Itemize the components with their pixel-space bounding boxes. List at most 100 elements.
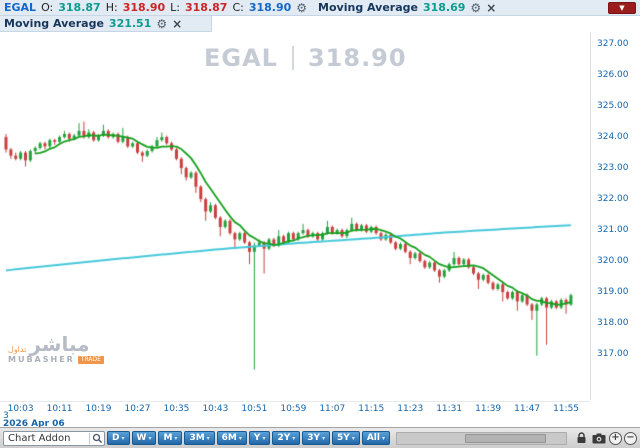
price-axis-label: 327.00: [597, 39, 629, 50]
price-axis-label: 320.00: [597, 256, 629, 267]
time-axis-label: 11:31: [436, 404, 463, 414]
price-axis-label: 322.00: [597, 194, 629, 205]
time-axis-label: 10:35: [163, 404, 190, 414]
price-axis-label: 319.00: [597, 287, 629, 298]
lock-icon[interactable]: [573, 430, 589, 446]
time-axis-label: 10:27: [124, 404, 151, 414]
range-button-label: 6M: [221, 433, 237, 443]
time-axis-label: 11:39: [475, 404, 502, 414]
ma2-gear-icon[interactable]: ⚙: [156, 16, 168, 31]
ma2-value: 321.51: [108, 17, 152, 30]
time-axis-label: 10:51: [241, 404, 268, 414]
zoom-in-button[interactable]: +: [609, 431, 622, 445]
close-value: 318.90: [248, 1, 292, 14]
camera-icon[interactable]: [591, 430, 607, 446]
zoom-out-button[interactable]: −: [624, 431, 637, 445]
price-axis[interactable]: 327.00 326.00 325.00 324.00 323.00 322.00 321.…: [590, 32, 640, 400]
time-axis-label: 10:43: [202, 404, 229, 414]
range-button-label: W: [136, 433, 147, 443]
price-legend-bar: EGAL O: 318.87 H: 318.90 L: 318.87 C: 31…: [0, 0, 640, 16]
open-value: 318.87: [58, 1, 101, 14]
time-axis-label: 11:07: [319, 404, 346, 414]
chevron-down-icon: ▾: [351, 434, 355, 442]
price-series-gear-icon[interactable]: ⚙: [296, 0, 308, 15]
range-button-all[interactable]: All ▾: [361, 431, 390, 445]
chevron-down-icon: ▾: [121, 434, 125, 442]
price-axis-label: 324.00: [597, 132, 629, 143]
date-axis-label: 3 2026 Apr 06: [3, 411, 65, 429]
chevron-down-icon: ▾: [174, 434, 178, 442]
range-button-label: Y: [253, 433, 261, 443]
price-axis-label: 323.00: [597, 163, 629, 174]
caret-down-icon: ▼: [619, 4, 625, 12]
time-axis-label: 11:23: [397, 404, 424, 414]
range-button-3m[interactable]: 3M ▾: [184, 431, 215, 445]
logo-latin: MUBASHER: [8, 355, 75, 364]
range-button-m[interactable]: M ▾: [158, 431, 183, 445]
range-button-label: 2Y: [277, 433, 291, 443]
logo-arabic-main: مباشر: [29, 332, 90, 356]
time-axis-label: 10:11: [46, 404, 73, 414]
plus-icon: +: [611, 432, 620, 443]
range-button-label: M: [163, 433, 173, 443]
search-icon: [90, 431, 104, 445]
chevron-down-icon: ▾: [206, 434, 210, 442]
high-label: H:: [105, 1, 118, 14]
time-axis-label: 11:47: [514, 404, 541, 414]
range-button-3y[interactable]: 3Y ▾: [302, 431, 331, 445]
addon-divider: [89, 432, 90, 444]
chevron-down-icon: ▾: [262, 434, 266, 442]
logo-arabic-small: تداول: [8, 345, 27, 354]
chart-scrollbar[interactable]: [396, 431, 567, 445]
time-axis[interactable]: 10:03 10:11 10:19 10:27 10:35 10:43 10:51 10:59…: [0, 401, 590, 414]
date-line1: 3: [3, 411, 9, 421]
low-value: 318.87: [184, 1, 228, 14]
chart-addon-combobox[interactable]: Chart Addon: [3, 430, 105, 446]
range-button-label: 3Y: [307, 433, 321, 443]
mubasher-logo: تداول مباشر MUBASHER TRADE: [8, 334, 104, 364]
chevron-down-icon: ▾: [322, 434, 326, 442]
range-button-5y[interactable]: 5Y ▾: [332, 431, 360, 445]
price-axis-label: 317.00: [597, 349, 629, 360]
chart-menu-button[interactable]: ▼: [608, 2, 636, 14]
indicator-legend-bar: Moving Average 321.51 ⚙ ×: [0, 16, 212, 32]
high-value: 318.90: [122, 1, 166, 14]
chart-addon-label: Chart Addon: [8, 432, 71, 444]
date-line2: 2026 Apr 06: [3, 419, 65, 429]
range-button-label: D: [112, 433, 120, 443]
chart-scrollbar-thumb[interactable]: [464, 433, 546, 443]
time-axis-label: 10:19: [85, 404, 112, 414]
ma2-name: Moving Average: [4, 17, 104, 30]
close-label: C:: [232, 1, 244, 14]
open-label: O:: [41, 1, 54, 14]
range-button-w[interactable]: W ▾: [131, 431, 157, 445]
low-label: L:: [170, 1, 180, 14]
ma1-name: Moving Average: [318, 1, 418, 14]
time-axis-label: 10:03: [7, 404, 34, 414]
bottom-toolbar: Chart Addon D ▾ W ▾ M ▾ 3M ▾ 6M ▾ Y ▾ 2Y ▾ 3Y ▾ 5Y ▾ All ▾ …: [0, 427, 640, 448]
time-axis-label: 10:59: [280, 404, 307, 414]
price-chart-canvas[interactable]: [0, 32, 588, 400]
price-axis-label: 318.00: [597, 318, 629, 329]
chevron-down-icon: ▾: [292, 434, 296, 442]
ma1-remove-icon[interactable]: ×: [486, 0, 497, 15]
chevron-down-icon: ▾: [148, 434, 152, 442]
range-button-6m[interactable]: 6M ▾: [216, 431, 247, 445]
range-button-y[interactable]: Y ▾: [248, 431, 271, 445]
ma1-gear-icon[interactable]: ⚙: [470, 0, 482, 15]
time-axis-label: 11:15: [358, 404, 385, 414]
minus-icon: −: [626, 432, 635, 443]
range-button-2y[interactable]: 2Y ▾: [272, 431, 301, 445]
range-button-label: 5Y: [337, 433, 350, 443]
ma1-value: 318.69: [422, 1, 466, 14]
ma2-remove-icon[interactable]: ×: [172, 16, 183, 31]
price-axis-label: 325.00: [597, 101, 629, 112]
range-button-d[interactable]: D ▾: [107, 431, 130, 445]
range-button-label: All: [366, 433, 380, 443]
range-button-label: 3M: [189, 433, 205, 443]
chevron-down-icon: ▾: [381, 434, 385, 442]
chevron-down-icon: ▾: [238, 434, 242, 442]
range-button-group: D ▾ W ▾ M ▾ 3M ▾ 6M ▾ Y ▾ 2Y ▾ 3Y ▾ 5Y ▾ All ▾: [107, 431, 390, 445]
logo-badge: TRADE: [77, 356, 104, 364]
